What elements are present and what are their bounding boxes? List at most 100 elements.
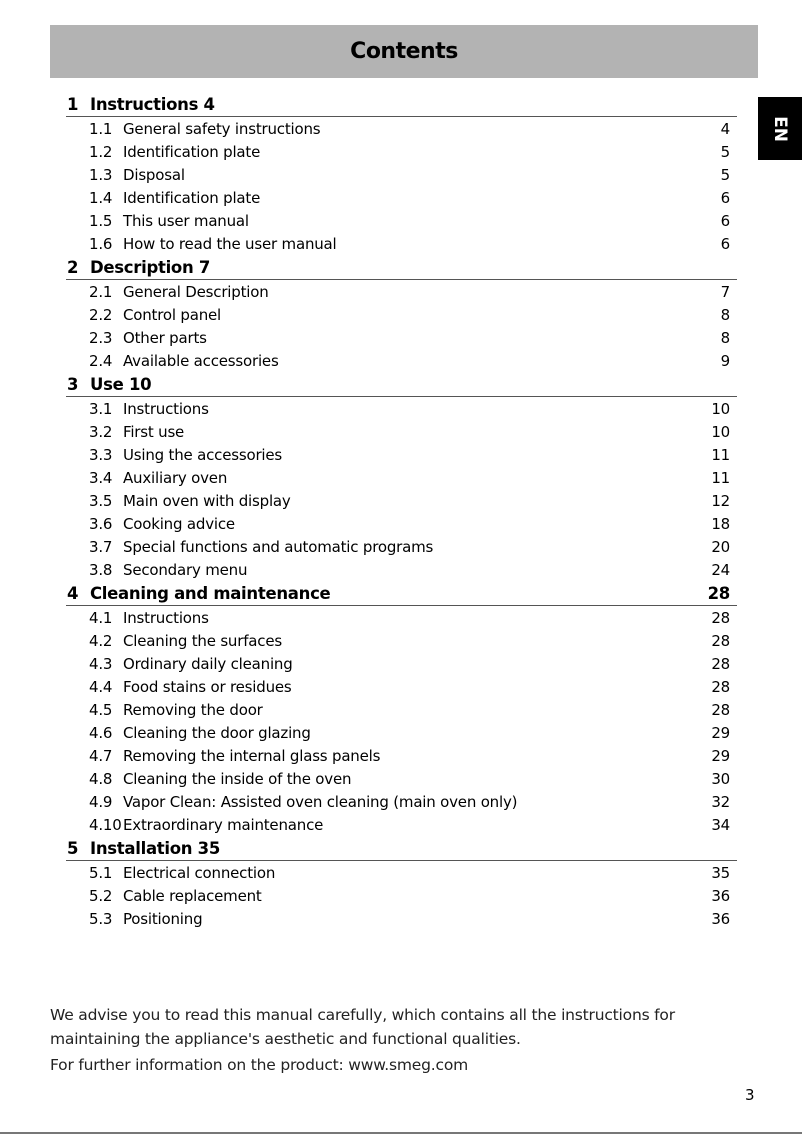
footer-text-line-3: For further information on the product: … — [50, 1056, 468, 1074]
page-number: 3 — [745, 1086, 755, 1104]
entry-number: 5.3 — [89, 909, 113, 928]
toc-entry[interactable]: 2.1 General Description 7 — [66, 280, 737, 303]
entry-title: Control panel — [123, 305, 222, 324]
entry-number: 2.4 — [89, 351, 113, 370]
toc-entry[interactable]: 4.2 Cleaning the surfaces 28 — [66, 629, 737, 652]
entry-number: 4.9 — [89, 792, 113, 811]
entry-title: Other parts — [123, 328, 207, 347]
toc-entry[interactable]: 4.5 Removing the door 28 — [66, 698, 737, 721]
entry-number: 4.3 — [89, 654, 113, 673]
entry-page: 36 — [711, 909, 730, 928]
toc-entry[interactable]: 4.8 Cleaning the inside of the oven 30 — [66, 767, 737, 790]
toc-entry[interactable]: 4.1 Instructions 28 — [66, 606, 737, 629]
entry-page: 24 — [711, 560, 730, 579]
toc-section-heading[interactable]: 5 Installation 35 — [66, 836, 737, 861]
entry-page: 11 — [711, 468, 730, 487]
entry-page: 35 — [711, 863, 730, 882]
entry-page: 6 — [720, 211, 731, 230]
entry-number: 4.6 — [89, 723, 113, 742]
toc-entry[interactable]: 4.7 Removing the internal glass panels 29 — [66, 744, 737, 767]
toc-entry[interactable]: 1.4 Identification plate 6 — [66, 186, 737, 209]
toc-entry[interactable]: 3.3 Using the accessories 11 — [66, 443, 737, 466]
entry-page: 28 — [711, 677, 730, 696]
toc-entry[interactable]: 1.5 This user manual 6 — [66, 209, 737, 232]
entry-number: 3.5 — [89, 491, 113, 510]
toc-entry[interactable]: 3.7 Special functions and automatic progr… — [66, 535, 737, 558]
toc-entry[interactable]: 3.8 Secondary menu 24 — [66, 558, 737, 581]
entry-number: 1.5 — [89, 211, 113, 230]
toc-entry[interactable]: 3.6 Cooking advice 18 — [66, 512, 737, 535]
entry-page: 8 — [720, 328, 731, 347]
toc-entry[interactable]: 4.9 Vapor Clean: Assisted oven cleaning (… — [66, 790, 737, 813]
toc-entry[interactable]: 1.3 Disposal 5 — [66, 163, 737, 186]
section-number: 4 — [67, 584, 79, 603]
toc-entry[interactable]: 5.1 Electrical connection 35 — [66, 861, 737, 884]
entry-title: Ordinary daily cleaning — [123, 654, 293, 673]
entry-number: 1.3 — [89, 165, 113, 184]
toc-entry[interactable]: 1.2 Identification plate 5 — [66, 140, 737, 163]
entry-page: 28 — [711, 631, 730, 650]
table-of-contents: 1 Instructions 4 1.1 General safety instruc… — [66, 92, 737, 930]
entry-page: 20 — [711, 537, 730, 556]
page-title: Contents — [350, 39, 458, 64]
entry-number: 4.5 — [89, 700, 113, 719]
language-label: EN — [770, 115, 790, 142]
toc-entry[interactable]: 2.2 Control panel 8 — [66, 303, 737, 326]
toc-section-heading[interactable]: 3 Use 10 — [66, 372, 737, 397]
contents-header: Contents — [50, 25, 758, 78]
toc-entry[interactable]: 3.5 Main oven with display 12 — [66, 489, 737, 512]
section-number: 1 — [67, 95, 79, 114]
entry-number: 2.3 — [89, 328, 113, 347]
entry-title: Cooking advice — [123, 514, 235, 533]
entry-title: General Description — [123, 282, 269, 301]
toc-section-heading[interactable]: 4 Cleaning and maintenance 28 — [66, 581, 737, 606]
entry-page: 32 — [711, 792, 730, 811]
entry-number: 2.2 — [89, 305, 113, 324]
toc-entry[interactable]: 3.1 Instructions 10 — [66, 397, 737, 420]
toc-entry[interactable]: 2.4 Available accessories 9 — [66, 349, 737, 372]
entry-page: 5 — [720, 142, 731, 161]
toc-entry[interactable]: 4.3 Ordinary daily cleaning 28 — [66, 652, 737, 675]
toc-entry[interactable]: 2.3 Other parts 8 — [66, 326, 737, 349]
entry-number: 3.8 — [89, 560, 113, 579]
entry-page: 4 — [720, 119, 731, 138]
toc-entry[interactable]: 5.2 Cable replacement 36 — [66, 884, 737, 907]
toc-entry[interactable]: 5.3 Positioning 36 — [66, 907, 737, 930]
entry-title: Food stains or residues — [123, 677, 292, 696]
bottom-rule — [0, 1132, 802, 1134]
entry-page: 7 — [720, 282, 731, 301]
toc-entry[interactable]: 3.4 Auxiliary oven 11 — [66, 466, 737, 489]
section-title: Description 7 — [90, 258, 211, 277]
toc-entry[interactable]: 4.6 Cleaning the door glazing 29 — [66, 721, 737, 744]
entry-number: 4.7 — [89, 746, 113, 765]
toc-section-heading[interactable]: 2 Description 7 — [66, 255, 737, 280]
entry-number: 4.1 — [89, 608, 113, 627]
entry-title: Available accessories — [123, 351, 279, 370]
toc-entry[interactable]: 4.4 Food stains or residues 28 — [66, 675, 737, 698]
entry-number: 1.2 — [89, 142, 113, 161]
entry-title: Positioning — [123, 909, 203, 928]
entry-title: Electrical connection — [123, 863, 276, 882]
toc-section-heading[interactable]: 1 Instructions 4 — [66, 92, 737, 117]
toc-entry[interactable]: 1.1 General safety instructions 4 — [66, 117, 737, 140]
entry-title: Vapor Clean: Assisted oven cleaning (mai… — [123, 792, 518, 811]
entry-page: 9 — [720, 351, 731, 370]
entry-page: 12 — [711, 491, 730, 510]
entry-number: 4.4 — [89, 677, 113, 696]
toc-entry[interactable]: 1.6 How to read the user manual 6 — [66, 232, 737, 255]
entry-page: 29 — [711, 723, 730, 742]
entry-number: 4.8 — [89, 769, 113, 788]
entry-title: This user manual — [123, 211, 249, 230]
entry-title: Identification plate — [123, 188, 261, 207]
toc-entry[interactable]: 3.2 First use 10 — [66, 420, 737, 443]
entry-number: 4.2 — [89, 631, 113, 650]
entry-title: Removing the door — [123, 700, 263, 719]
entry-title: Main oven with display — [123, 491, 291, 510]
entry-title: Cable replacement — [123, 886, 262, 905]
entry-page: 6 — [720, 234, 731, 253]
entry-page: 6 — [720, 188, 731, 207]
entry-page: 28 — [711, 700, 730, 719]
entry-number: 3.3 — [89, 445, 113, 464]
toc-entry[interactable]: 4.10 Extraordinary maintenance 34 — [66, 813, 737, 836]
